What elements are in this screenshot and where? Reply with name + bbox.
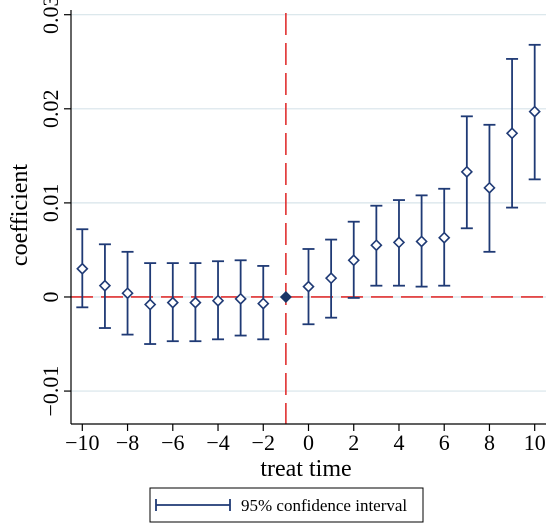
axes — [64, 10, 546, 431]
legend-key-ci — [155, 499, 231, 511]
y-tick-label: −0.01 — [38, 366, 63, 417]
coefficient-point — [166, 296, 179, 309]
coefficient-point — [415, 235, 428, 248]
coefficient-point — [392, 236, 406, 249]
legend: 95% confidence interval — [149, 487, 424, 523]
x-tick-label: −8 — [116, 430, 139, 455]
x-tick-label: 8 — [484, 430, 495, 455]
x-tick-label: −6 — [161, 430, 184, 455]
coefficient-point — [121, 287, 134, 300]
x-axis-title: treat time — [260, 456, 351, 482]
baseline-point — [279, 290, 292, 303]
coefficient-points — [76, 105, 541, 311]
coefficient-point — [189, 296, 202, 309]
coefficient-point — [483, 181, 496, 194]
x-tick-label: 10 — [524, 430, 546, 455]
coefficient-point — [144, 298, 157, 311]
coefficient-point — [76, 262, 89, 275]
coefficient-point — [370, 239, 383, 252]
y-tick-label: 0.02 — [38, 90, 63, 129]
y-tick-label: 0 — [38, 291, 63, 302]
x-tick-label: 6 — [439, 430, 450, 455]
coefficient-point — [211, 294, 225, 307]
coefficient-point — [302, 280, 315, 293]
coefficient-point — [98, 279, 112, 292]
tick-labels: −10 −8 −6 −4 −2 0 2 4 6 8 10 −0.01 0 0.01 0.02 0.03 — [38, 0, 546, 455]
y-axis-title: coefficient — [7, 164, 33, 266]
x-tick-label: 0 — [303, 430, 314, 455]
reference-lines — [71, 13, 546, 424]
coefficient-point — [505, 127, 519, 140]
confidence-intervals — [76, 43, 541, 345]
legend-label: 95% confidence interval — [241, 496, 407, 515]
coefficient-point — [324, 272, 338, 285]
coefficient-point — [257, 297, 270, 310]
coefficient-point — [460, 165, 473, 178]
y-tick-label: 0.03 — [38, 0, 63, 34]
x-tick-label: −2 — [252, 430, 275, 455]
x-tick-label: 4 — [393, 430, 404, 455]
coefficient-point — [528, 105, 541, 118]
x-tick-label: −10 — [65, 430, 99, 455]
coefficient-point — [347, 254, 360, 267]
legend-box — [149, 487, 424, 523]
coefficient-point — [234, 292, 247, 305]
coefficient-point — [438, 231, 451, 244]
x-tick-label: −4 — [206, 430, 229, 455]
y-tick-label: 0.01 — [38, 184, 63, 223]
gridlines — [71, 14, 546, 392]
x-tick-label: 2 — [348, 430, 359, 455]
